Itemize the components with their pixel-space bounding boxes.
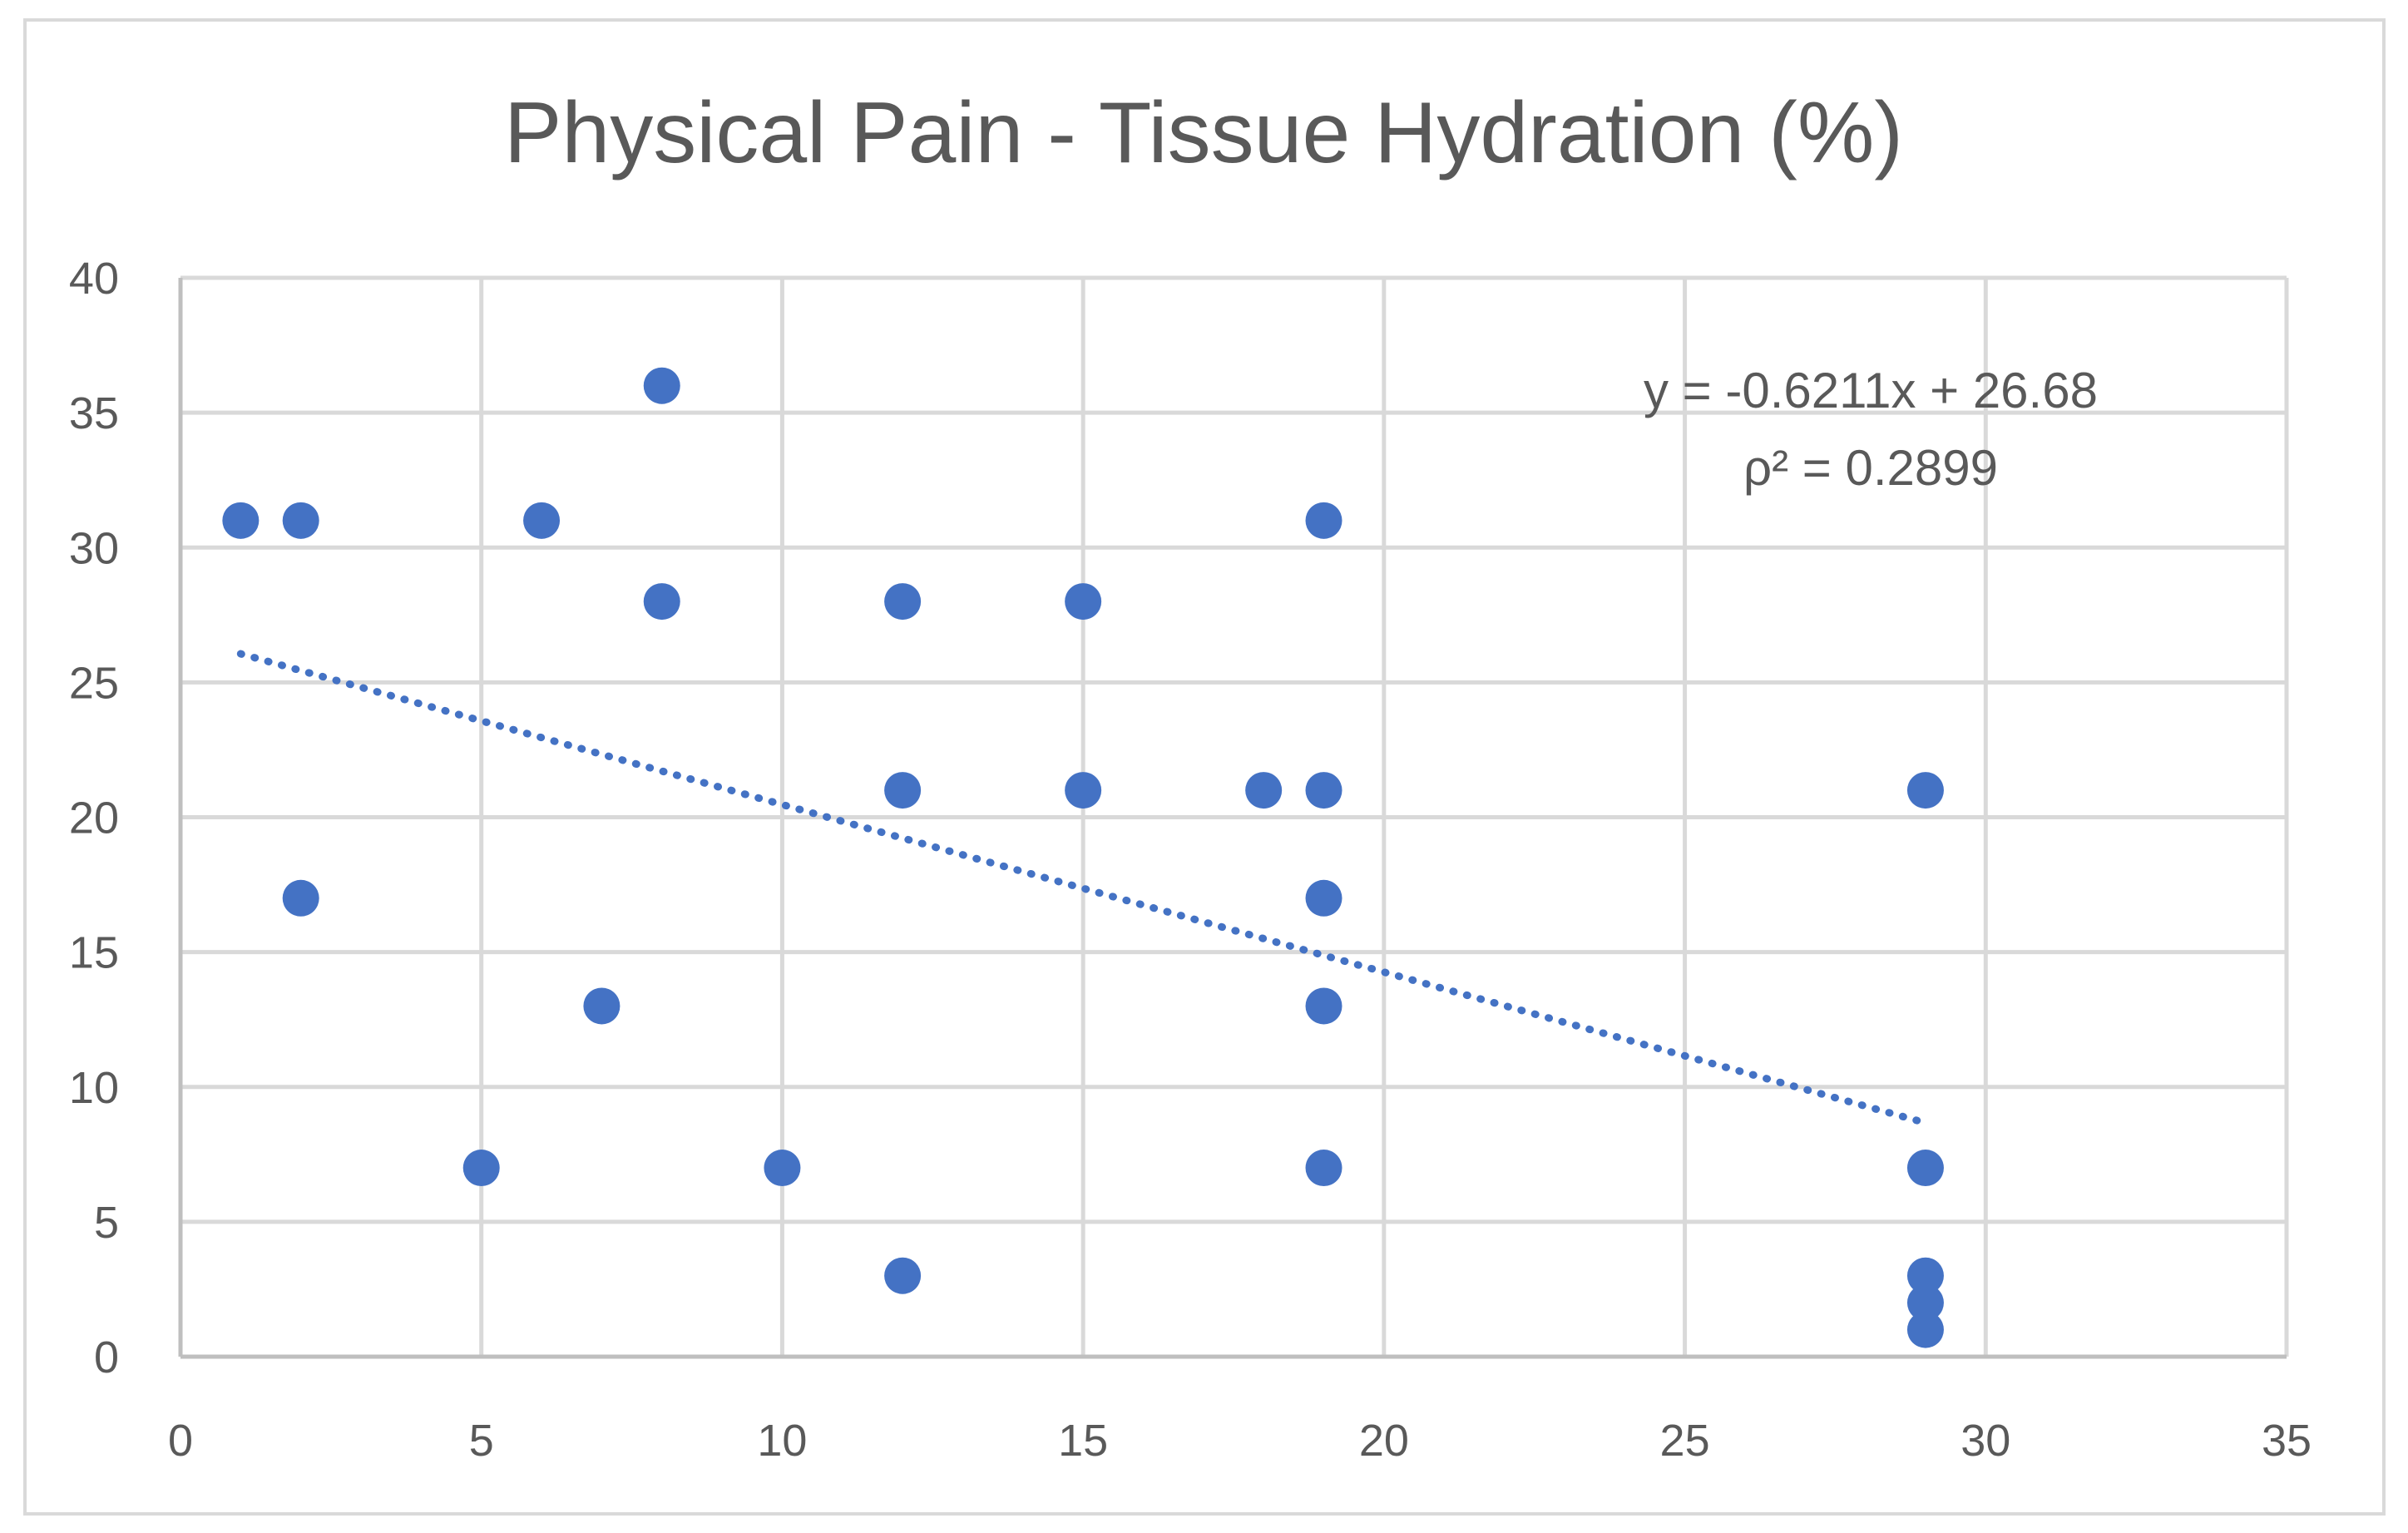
data-point [1305, 1150, 1342, 1187]
y-tick-label: 0 [94, 1333, 119, 1382]
data-point [222, 502, 260, 539]
data-point [1906, 1150, 1944, 1187]
data-point [282, 879, 319, 917]
grid-lines [180, 275, 2289, 1357]
y-tick-label: 15 [69, 928, 119, 978]
x-tick-label: 35 [2262, 1416, 2312, 1466]
data-point [1906, 1284, 1944, 1322]
data-point [643, 583, 680, 621]
data-point [1065, 583, 1102, 621]
data-point [1906, 1257, 1944, 1294]
y-tick-label: 5 [94, 1198, 119, 1248]
x-tick-label: 20 [1359, 1416, 1409, 1466]
axes [178, 278, 2287, 1359]
x-tick-label: 0 [168, 1416, 193, 1466]
y-tick-label: 40 [69, 254, 119, 304]
data-point [1305, 772, 1342, 809]
x-tick-label: 10 [757, 1416, 807, 1466]
data-point [643, 367, 680, 404]
data-point [1305, 987, 1342, 1025]
data-point [1906, 772, 1944, 809]
data-point [884, 1257, 922, 1294]
data-points [222, 367, 1944, 1348]
data-point [1906, 1311, 1944, 1348]
data-point [282, 502, 319, 539]
tick-labels: 0 5 10 15 20 25 30 35 40 0 5 10 15 20 25 30 35 [69, 254, 2312, 1466]
chart-title: Physical Pain - Tissue Hydration (%) [504, 85, 1903, 181]
data-point [462, 1150, 500, 1187]
trendline [236, 650, 1930, 1127]
data-point [523, 502, 561, 539]
y-tick-label: 25 [69, 658, 119, 708]
data-point [1065, 772, 1102, 809]
y-tick-label: 10 [69, 1063, 119, 1113]
data-point [1245, 772, 1283, 809]
data-point [884, 772, 922, 809]
y-tick-label: 30 [69, 523, 119, 573]
trendline-group [236, 650, 1930, 1127]
trendline-equation: y = -0.6211x + 26.68 [1644, 363, 2098, 418]
data-point [1305, 879, 1342, 917]
y-tick-label: 20 [69, 794, 119, 843]
trendline-r-squared: ρ² = 0.2899 [1743, 440, 1998, 496]
x-tick-label: 5 [469, 1416, 494, 1466]
x-tick-label: 15 [1058, 1416, 1108, 1466]
data-point [583, 987, 621, 1025]
data-point [884, 583, 922, 621]
data-point [1305, 502, 1342, 539]
chart-frame [23, 18, 2386, 1516]
x-tick-label: 25 [1660, 1416, 1710, 1466]
data-point [764, 1150, 801, 1187]
x-tick-label: 30 [1961, 1416, 2010, 1466]
y-tick-label: 35 [69, 388, 119, 438]
